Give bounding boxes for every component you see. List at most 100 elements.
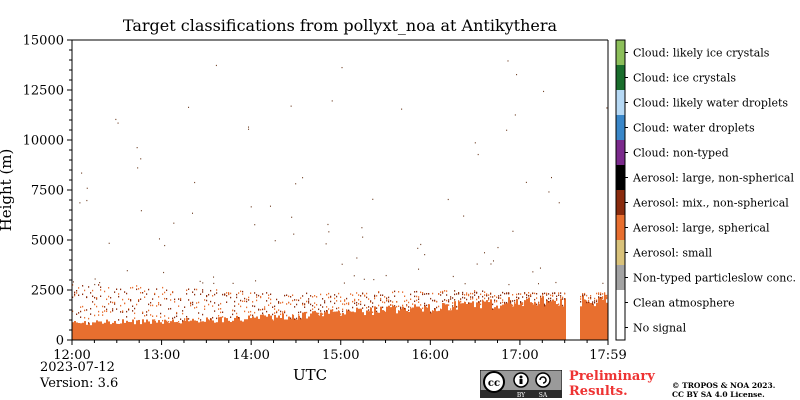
aerosol-layer-strip — [272, 320, 274, 340]
aerosol-speckle — [584, 294, 586, 296]
aerosol-speckle — [176, 311, 178, 314]
aerosol-speckle — [78, 312, 80, 314]
aerosol-layer-strip — [356, 307, 358, 340]
aerosol-speckle — [450, 298, 452, 300]
cc-license-badge[interactable]: cc BY SA — [480, 370, 562, 398]
aerosol-layer-strip — [304, 311, 306, 340]
y-tick-label: 5000 — [31, 234, 64, 249]
aerosol-speckle — [444, 299, 446, 301]
aerosol-speckle — [344, 303, 346, 306]
aerosol-speckle — [340, 300, 342, 302]
aerosol-speckle — [126, 310, 128, 313]
x-tick-label: 13:00 — [143, 348, 180, 363]
aerosol-layer-strip — [80, 323, 82, 340]
aerosol-speckle — [516, 298, 518, 301]
aerosol-speckle — [198, 301, 200, 304]
aerosol-speckle — [562, 296, 564, 299]
aerosol-speckle — [292, 314, 294, 316]
aerosol-speckle — [534, 292, 536, 295]
aerosol-speckle — [502, 299, 504, 301]
aerosol-speckle — [538, 302, 540, 304]
aerosol-speckle — [588, 301, 590, 304]
aerosol-layer-strip — [150, 323, 152, 340]
aerosol-layer-strip — [434, 308, 436, 340]
aerosol-speckle — [102, 311, 104, 313]
aerosol-speckle — [436, 300, 438, 303]
aerosol-speckle — [490, 293, 492, 295]
aerosol-layer-strip — [110, 324, 112, 340]
aerosol-speckle — [304, 303, 306, 305]
aerosol-layer-strip — [134, 324, 136, 340]
aerosol-speckle — [448, 304, 450, 306]
sparse-point — [94, 278, 96, 280]
sparse-point — [343, 282, 345, 284]
aerosol-layer-strip — [344, 314, 346, 340]
aerosol-speckle — [466, 292, 468, 294]
aerosol-speckle — [120, 304, 122, 307]
sparse-point — [550, 176, 552, 179]
plot-area — [72, 60, 608, 340]
aerosol-layer-strip — [78, 323, 80, 340]
aerosol-speckle — [268, 297, 270, 299]
aerosol-speckle — [198, 312, 200, 314]
aerosol-layer-strip — [200, 321, 202, 340]
aerosol-layer-strip — [528, 297, 530, 340]
aerosol-speckle — [486, 294, 488, 297]
aerosol-speckle — [358, 294, 360, 296]
aerosol-speckle — [340, 313, 342, 315]
aerosol-speckle — [226, 292, 228, 294]
aerosol-speckle — [352, 294, 354, 296]
aerosol-layer-strip — [354, 312, 356, 340]
sparse-point — [464, 283, 466, 285]
aerosol-speckle — [120, 311, 122, 313]
aerosol-speckle — [408, 306, 410, 308]
sparse-point — [463, 215, 465, 217]
colorbar-segment — [616, 140, 625, 165]
aerosol-layer-strip — [256, 316, 258, 340]
aerosol-speckle — [454, 299, 456, 301]
aerosol-speckle — [404, 295, 406, 298]
aerosol-speckle — [174, 316, 176, 319]
aerosol-speckle — [378, 304, 380, 307]
aerosol-speckle — [586, 300, 588, 302]
sparse-point — [248, 128, 250, 130]
aerosol-layer-strip — [124, 322, 126, 340]
aerosol-speckle — [206, 295, 208, 298]
aerosol-speckle — [186, 293, 188, 295]
aerosol-speckle — [512, 294, 514, 296]
aerosol-speckle — [324, 310, 326, 313]
aerosol-speckle — [240, 299, 242, 302]
aerosol-layer-strip — [132, 319, 134, 340]
aerosol-speckle — [204, 305, 206, 308]
preliminary-line-1: Preliminary — [569, 369, 655, 384]
aerosol-speckle — [324, 301, 326, 304]
aerosol-speckle — [362, 292, 364, 295]
aerosol-layer-strip — [198, 322, 200, 340]
aerosol-speckle — [236, 296, 238, 299]
colorbar-segment — [616, 240, 625, 265]
aerosol-speckle — [252, 301, 254, 303]
aerosol-layer-strip — [358, 308, 360, 340]
aerosol-speckle — [196, 306, 198, 309]
aerosol-speckle — [228, 292, 230, 294]
aerosol-speckle — [88, 286, 90, 288]
aerosol-layer-strip — [430, 312, 432, 340]
aerosol-speckle — [398, 310, 400, 312]
aerosol-speckle — [160, 312, 162, 315]
aerosol-layer-strip — [216, 322, 218, 340]
aerosol-speckle — [488, 294, 490, 296]
aerosol-speckle — [446, 294, 448, 296]
aerosol-layer-strip — [314, 310, 316, 340]
aerosol-speckle — [470, 298, 472, 300]
aerosol-speckle — [222, 293, 224, 296]
aerosol-speckle — [98, 284, 100, 286]
aerosol-speckle — [316, 296, 318, 298]
colorbar-segment — [616, 215, 625, 240]
aerosol-speckle — [194, 288, 196, 291]
aerosol-speckle — [146, 314, 148, 316]
aerosol-layer-strip — [592, 304, 594, 340]
aerosol-layer-strip — [338, 311, 340, 340]
aerosol-speckle — [110, 311, 112, 313]
aerosol-speckle — [534, 301, 536, 304]
aerosol-speckle — [440, 291, 442, 293]
